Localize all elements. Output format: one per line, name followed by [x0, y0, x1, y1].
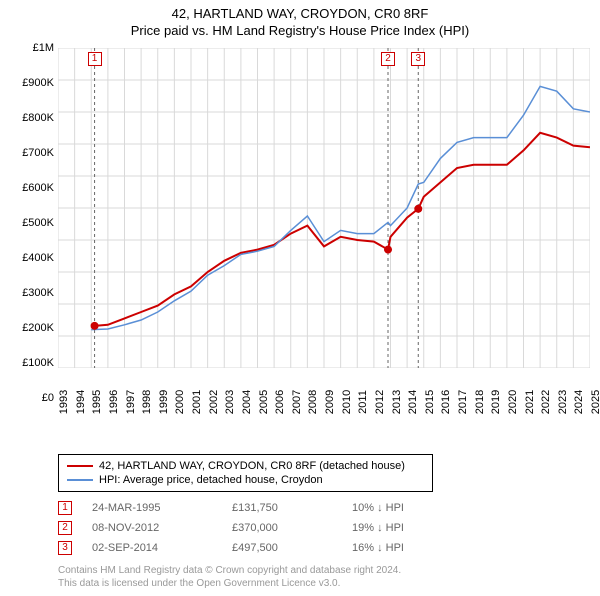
- y-tick-label: £700K: [22, 147, 54, 159]
- marker-date: 08-NOV-2012: [92, 522, 222, 534]
- x-axis-labels: 1993199419951996199719981999200020012002…: [58, 398, 580, 446]
- footer-line: Contains HM Land Registry data © Crown c…: [58, 564, 590, 577]
- x-tick-label: 2018: [474, 390, 486, 414]
- x-tick-label: 2002: [208, 390, 220, 414]
- x-tick-label: 1996: [108, 390, 120, 414]
- legend-swatch: [67, 465, 93, 467]
- x-tick-label: 1995: [91, 390, 103, 414]
- x-tick-label: 2008: [307, 390, 319, 414]
- legend-item: HPI: Average price, detached house, Croy…: [67, 473, 424, 487]
- x-tick-label: 2014: [407, 390, 419, 414]
- x-tick-label: 2020: [507, 390, 519, 414]
- marker-delta: 10% ↓ HPI: [352, 502, 568, 514]
- marker-table-row: 2 08-NOV-2012 £370,000 19% ↓ HPI: [58, 518, 568, 538]
- marker-date: 24-MAR-1995: [92, 502, 222, 514]
- x-tick-label: 2015: [424, 390, 436, 414]
- legend: 42, HARTLAND WAY, CROYDON, CR0 8RF (deta…: [58, 454, 433, 492]
- y-axis-labels: £0£100K£200K£300K£400K£500K£600K£700K£80…: [10, 48, 56, 398]
- footer-line: This data is licensed under the Open Gov…: [58, 577, 590, 590]
- x-tick-label: 2000: [174, 390, 186, 414]
- marker-price: £370,000: [232, 522, 342, 534]
- chart-marker-chip: 2: [381, 52, 395, 66]
- x-tick-label: 2021: [524, 390, 536, 414]
- chart-container: 42, HARTLAND WAY, CROYDON, CR0 8RF Price…: [0, 0, 600, 596]
- x-tick-label: 1993: [58, 390, 70, 414]
- chart-marker-chip: 1: [88, 52, 102, 66]
- marker-price: £131,750: [232, 502, 342, 514]
- marker-chip: 1: [58, 501, 72, 515]
- x-tick-label: 2025: [590, 390, 600, 414]
- y-tick-label: £0: [42, 392, 54, 404]
- y-tick-label: £500K: [22, 217, 54, 229]
- marker-table: 1 24-MAR-1995 £131,750 10% ↓ HPI 2 08-NO…: [58, 498, 568, 558]
- x-tick-label: 1998: [141, 390, 153, 414]
- y-tick-label: £900K: [22, 77, 54, 89]
- x-tick-label: 2006: [274, 390, 286, 414]
- legend-label: 42, HARTLAND WAY, CROYDON, CR0 8RF (deta…: [99, 460, 405, 472]
- attribution-footer: Contains HM Land Registry data © Crown c…: [58, 564, 590, 590]
- x-tick-label: 2017: [457, 390, 469, 414]
- legend-swatch: [67, 479, 93, 481]
- x-tick-label: 2012: [374, 390, 386, 414]
- marker-table-row: 1 24-MAR-1995 £131,750 10% ↓ HPI: [58, 498, 568, 518]
- x-tick-label: 2023: [557, 390, 569, 414]
- legend-label: HPI: Average price, detached house, Croy…: [99, 474, 323, 486]
- x-tick-label: 2009: [324, 390, 336, 414]
- y-tick-label: £600K: [22, 182, 54, 194]
- x-tick-label: 1997: [125, 390, 137, 414]
- x-tick-label: 2004: [241, 390, 253, 414]
- marker-delta: 16% ↓ HPI: [352, 542, 568, 554]
- marker-chip: 2: [58, 521, 72, 535]
- marker-chip: 3: [58, 541, 72, 555]
- x-tick-label: 2013: [391, 390, 403, 414]
- y-tick-label: £400K: [22, 252, 54, 264]
- line-chart: [58, 48, 590, 368]
- x-tick-label: 2024: [573, 390, 585, 414]
- x-tick-label: 1999: [158, 390, 170, 414]
- x-tick-label: 2001: [191, 390, 203, 414]
- y-tick-label: £1M: [33, 42, 54, 54]
- x-tick-label: 2019: [490, 390, 502, 414]
- x-tick-label: 2011: [357, 390, 369, 414]
- x-tick-label: 2007: [291, 390, 303, 414]
- y-tick-label: £200K: [22, 322, 54, 334]
- y-tick-label: £100K: [22, 357, 54, 369]
- chart-marker-chip: 3: [411, 52, 425, 66]
- chart-area: £0£100K£200K£300K£400K£500K£600K£700K£80…: [58, 48, 580, 398]
- marker-price: £497,500: [232, 542, 342, 554]
- y-tick-label: £300K: [22, 287, 54, 299]
- marker-date: 02-SEP-2014: [92, 542, 222, 554]
- x-tick-label: 2022: [540, 390, 552, 414]
- x-tick-label: 2003: [224, 390, 236, 414]
- title-block: 42, HARTLAND WAY, CROYDON, CR0 8RF Price…: [10, 6, 590, 38]
- x-tick-label: 2005: [258, 390, 270, 414]
- x-tick-label: 1994: [75, 390, 87, 414]
- title-address: 42, HARTLAND WAY, CROYDON, CR0 8RF: [10, 6, 590, 21]
- x-tick-label: 2010: [341, 390, 353, 414]
- y-tick-label: £800K: [22, 112, 54, 124]
- title-subtitle: Price paid vs. HM Land Registry's House …: [10, 23, 590, 38]
- x-tick-label: 2016: [440, 390, 452, 414]
- marker-table-row: 3 02-SEP-2014 £497,500 16% ↓ HPI: [58, 538, 568, 558]
- marker-delta: 19% ↓ HPI: [352, 522, 568, 534]
- legend-item: 42, HARTLAND WAY, CROYDON, CR0 8RF (deta…: [67, 459, 424, 473]
